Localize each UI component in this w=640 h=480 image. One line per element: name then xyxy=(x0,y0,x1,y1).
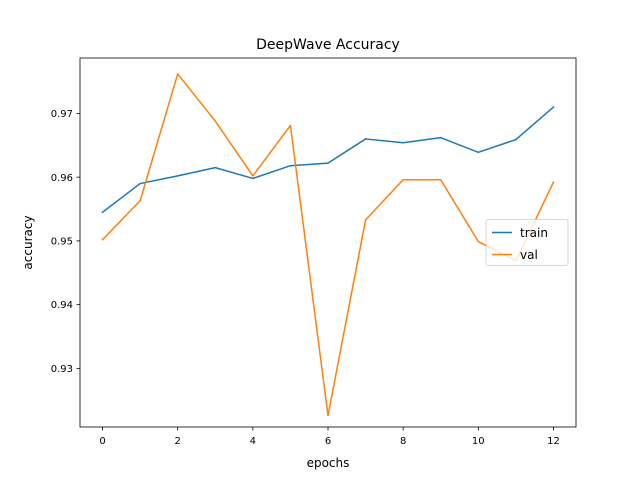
data-point-train-3 xyxy=(214,166,217,169)
legend: train val xyxy=(485,219,569,266)
data-point-train-9 xyxy=(439,136,442,139)
data-point-train-11 xyxy=(515,138,517,141)
data-point-val-12 xyxy=(552,181,555,184)
data-point-train-10 xyxy=(477,151,480,154)
x-tick-label: 0 xyxy=(99,436,105,447)
chart-title: DeepWave Accuracy xyxy=(256,37,400,53)
y-axis-ticks: 0.93 0.94 0.95 0.96 0.97 xyxy=(51,109,80,375)
x-axis-ticks: 0 2 4 6 8 10 12 xyxy=(99,427,560,447)
data-point-val-5 xyxy=(289,124,292,127)
data-point-train-7 xyxy=(364,138,367,140)
data-point-train-6 xyxy=(327,162,329,164)
x-tick-label: 8 xyxy=(400,436,406,447)
x-tick-label: 12 xyxy=(547,436,560,447)
data-point-val-9 xyxy=(439,178,442,181)
y-tick-label: 0.97 xyxy=(51,109,73,120)
data-point-val-7 xyxy=(364,219,367,221)
legend-label-val: val xyxy=(520,248,538,262)
y-tick-label: 0.94 xyxy=(51,300,73,311)
data-point-val-10 xyxy=(477,240,480,243)
data-point-val-0 xyxy=(101,238,104,241)
plot-lines xyxy=(101,73,555,417)
data-point-train-2 xyxy=(176,175,179,177)
y-tick-label: 0.96 xyxy=(51,173,73,184)
data-point-val-6 xyxy=(327,414,329,417)
y-axis-label: accuracy xyxy=(21,215,35,269)
x-axis-label: epochs xyxy=(307,456,350,470)
data-point-train-4 xyxy=(252,177,254,180)
data-point-train-1 xyxy=(139,182,141,185)
x-tick-label: 4 xyxy=(250,436,256,447)
data-point-train-8 xyxy=(402,142,404,144)
data-point-val-4 xyxy=(252,175,254,177)
x-tick-label: 10 xyxy=(472,436,485,447)
legend-label-train: train xyxy=(520,226,548,240)
y-tick-label: 0.93 xyxy=(51,364,73,375)
data-point-train-5 xyxy=(289,164,292,167)
x-tick-label: 2 xyxy=(175,436,181,447)
data-point-val-2 xyxy=(176,73,179,75)
data-point-train-0 xyxy=(101,211,104,213)
data-point-train-12 xyxy=(552,106,555,108)
x-tick-label: 6 xyxy=(325,436,331,447)
data-point-val-8 xyxy=(402,178,404,181)
data-point-val-1 xyxy=(139,200,141,202)
y-tick-label: 0.95 xyxy=(51,237,73,248)
data-point-val-3 xyxy=(214,120,217,122)
